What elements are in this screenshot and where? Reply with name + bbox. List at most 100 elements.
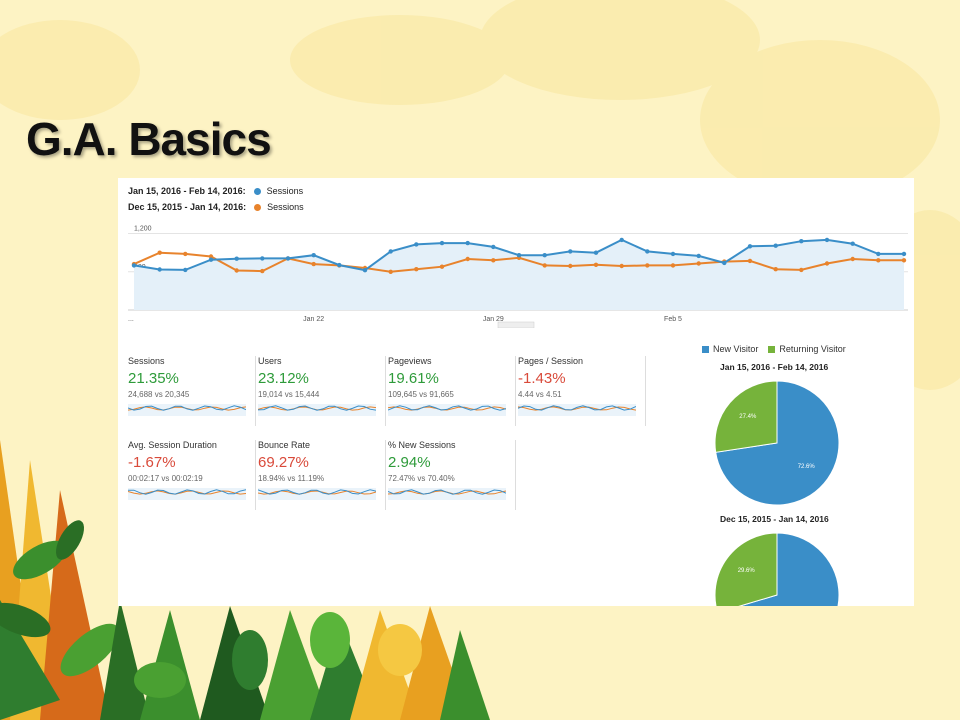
metric-sparkline [518, 404, 636, 416]
metric-comparison: 00:02:17 vs 00:02:19 [128, 474, 203, 483]
metric-comparison: 19,014 vs 15,444 [258, 390, 320, 399]
metric-comparison: 109,645 vs 91,665 [388, 390, 454, 399]
metric-comparison: 72.47% vs 70.40% [388, 474, 455, 483]
current-range-label: Jan 15, 2016 - Feb 14, 2016: [128, 186, 246, 196]
current-series-area [134, 239, 904, 310]
current-series-point [542, 253, 547, 258]
previous-series-point [696, 261, 701, 266]
current-series-point [183, 267, 188, 273]
current-series-point [696, 253, 701, 259]
current-series-point [414, 242, 419, 247]
metric-tile[interactable]: Users 23.12% 19,014 vs 15,444 [258, 356, 386, 430]
metric-tile[interactable]: Bounce Rate 69.27% 18.94% vs 11.19% [258, 440, 386, 514]
current-series-point [568, 249, 573, 254]
current-series-point [311, 253, 316, 258]
previous-range-label: Dec 15, 2015 - Jan 14, 2016: [128, 202, 247, 212]
metric-label: Pageviews [388, 356, 432, 366]
metric-tile[interactable]: Sessions 21.35% 24,688 vs 20,345 [128, 356, 256, 430]
current-series-point [593, 250, 599, 255]
previous-series-point [670, 263, 676, 268]
current-series-point [131, 263, 137, 268]
current-series-dot [253, 187, 261, 195]
metric-change: 69.27% [258, 454, 309, 471]
previous-series-point [465, 256, 470, 262]
analytics-screenshot: Jan 15, 2016 - Feb 14, 2016: Sessions De… [118, 178, 914, 606]
metric-sparkline [128, 404, 246, 416]
metric-label: Avg. Session Duration [128, 440, 217, 450]
previous-series-point [799, 267, 804, 273]
current-series-point [439, 240, 445, 246]
previous-series-point [901, 258, 907, 263]
current-series-point [208, 257, 214, 262]
previous-series-point [876, 258, 881, 263]
current-series-point [465, 240, 470, 246]
current-series-point [260, 256, 265, 261]
new-visitor-swatch [702, 345, 709, 353]
metric-tile[interactable]: % New Sessions 2.94% 72.47% vs 70.40% [388, 440, 516, 514]
metric-label: Bounce Rate [258, 440, 311, 450]
metric-label: Pages / Session [518, 356, 584, 366]
previous-series-point [747, 258, 753, 264]
previous-series-point [619, 263, 624, 269]
pie-legend: New Visitor Returning Visitor [702, 344, 846, 354]
x-tick-label: Jan 22 [303, 316, 324, 323]
current-series-name: Sessions [266, 186, 304, 196]
current-series-point [157, 267, 162, 272]
metric-change: 19.61% [388, 370, 439, 387]
previous-series-point [491, 258, 496, 263]
previous-series-point [414, 267, 419, 272]
metric-tile[interactable]: Pageviews 19.61% 109,645 vs 91,665 [388, 356, 516, 430]
current-series-point [876, 251, 881, 257]
current-series-point [722, 260, 727, 266]
previous-series-point [388, 269, 393, 274]
previous-series-point [260, 268, 265, 274]
metric-label: % New Sessions [388, 440, 456, 450]
foliage-bottom-left [0, 440, 120, 720]
previous-series-name: Sessions [267, 202, 304, 212]
new-visitor-legend: New Visitor [713, 344, 759, 354]
current-series-point [388, 249, 393, 254]
previous-series-point [850, 256, 855, 262]
previous-series-point [439, 264, 445, 269]
metric-label: Users [258, 356, 282, 366]
current-series-point [799, 239, 804, 244]
previous-series-point [645, 263, 650, 268]
tile-divider [255, 356, 256, 426]
metric-comparison: 18.94% vs 11.19% [258, 474, 325, 483]
metric-change: -1.67% [128, 454, 176, 471]
current-series-point [773, 243, 778, 248]
x-tick-label: Jan 29 [483, 316, 504, 323]
current-series-point [747, 244, 753, 249]
previous-series-point [593, 262, 599, 267]
current-series-point [516, 253, 522, 258]
current-series-point [645, 249, 650, 254]
chart-resize-handle[interactable] [497, 321, 535, 328]
previous-series-point [773, 267, 778, 272]
previous-series-point [311, 261, 316, 267]
metric-sparkline [258, 404, 376, 416]
returning-visitor-swatch [768, 345, 776, 353]
metric-change: -1.43% [518, 370, 566, 387]
current-series-point [491, 244, 496, 250]
metric-sparkline [388, 488, 506, 500]
slide-title: G.A. Basics [26, 113, 272, 165]
pie-title-previous: Dec 15, 2015 - Jan 14, 2016 [720, 514, 829, 524]
metric-comparison: 4.44 vs 4.51 [518, 390, 562, 399]
current-series-point [337, 262, 342, 268]
metric-tile[interactable]: Avg. Session Duration -1.67% 00:02:17 vs 0… [128, 440, 256, 514]
new-visitor-slice [738, 532, 840, 606]
previous-series-point [568, 263, 573, 269]
legend-current-range: Jan 15, 2016 - Feb 14, 2016: Sessions [128, 186, 303, 196]
tile-divider [645, 356, 646, 426]
previous-series-point [183, 251, 188, 257]
previous-series-point [234, 268, 239, 273]
tile-divider [255, 440, 256, 510]
previous-series-point [824, 261, 830, 266]
metric-tile[interactable]: Pages / Session -1.43% 4.44 vs 4.51 [518, 356, 646, 430]
tile-divider [385, 356, 386, 426]
metric-change: 23.12% [258, 370, 309, 387]
visitor-pie-current: 72.6% 27.4% [714, 380, 840, 506]
tile-divider [515, 356, 516, 426]
